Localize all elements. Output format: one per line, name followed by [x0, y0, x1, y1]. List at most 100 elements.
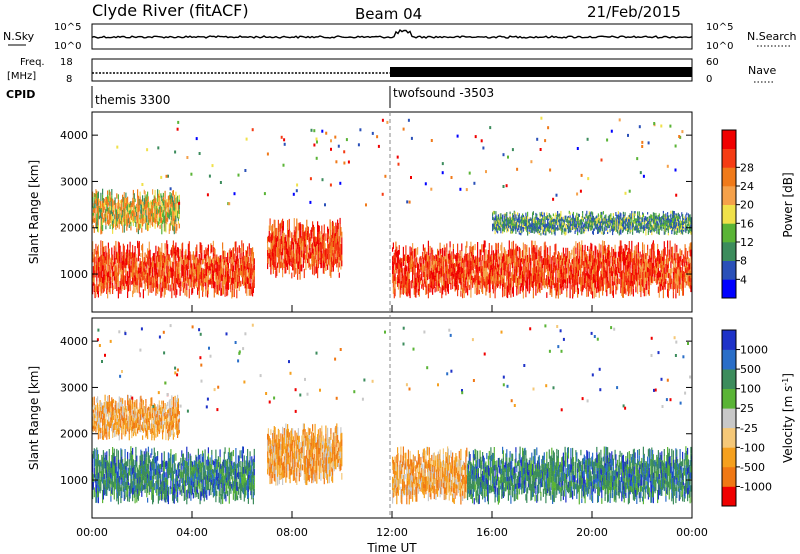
echo-cell [582, 270, 584, 276]
echo-cell [529, 226, 531, 229]
echo-cell [565, 215, 567, 219]
echo-cell [506, 220, 508, 225]
echo-cell [166, 214, 168, 218]
echo-cell [408, 284, 410, 291]
echo-cell [235, 241, 237, 248]
echo-cell [321, 225, 323, 234]
echo-cell [175, 256, 177, 264]
echo-cell [452, 262, 454, 267]
echo-cell [435, 272, 437, 278]
echo-cell [420, 263, 422, 267]
echo-cell [409, 289, 411, 299]
echo-cell [272, 240, 274, 249]
echo-cell [535, 252, 537, 260]
echo-cell [494, 259, 496, 266]
echo-cell [537, 269, 539, 277]
echo-cell [592, 269, 594, 277]
echo-cell [537, 282, 539, 290]
echo-cell [204, 266, 206, 270]
echo-cell [534, 227, 536, 230]
echo-cell [309, 237, 311, 243]
echo-cell [300, 224, 302, 231]
echo-cell [331, 234, 333, 243]
echo-cell [607, 280, 609, 288]
echo-cell [491, 260, 493, 265]
echo-cell [438, 279, 440, 284]
echo-cell [178, 282, 180, 288]
echo-cell [165, 200, 167, 205]
echo-cell [128, 224, 130, 228]
echo-cell [452, 280, 454, 285]
echo-cell [234, 241, 236, 252]
echo-cell [654, 266, 656, 271]
echo-cell [280, 222, 282, 230]
echo-cell [592, 231, 594, 235]
echo-cell [115, 240, 117, 248]
echo-cell [497, 220, 499, 224]
echo-cell [173, 218, 175, 227]
echo-cell [203, 269, 205, 274]
echo-cell [177, 217, 179, 221]
echo-cell [675, 278, 677, 284]
echo-cell [572, 278, 574, 284]
echo-cell [579, 227, 581, 230]
echo-cell [93, 218, 95, 223]
echo-cell [406, 276, 408, 282]
echo-cell [534, 225, 536, 228]
echo-cell [422, 244, 424, 251]
echo-cell [529, 222, 531, 225]
echo-cell [442, 260, 444, 265]
echo-cell [494, 252, 496, 260]
echo-cell [586, 224, 588, 229]
echo-cell [524, 221, 526, 226]
echo-cell [575, 227, 577, 230]
echo-cell [107, 271, 109, 278]
echo-cell [607, 253, 609, 259]
echo-cell [230, 267, 232, 276]
echo-cell [314, 257, 316, 263]
echo-cell [500, 218, 502, 222]
echo-cell [277, 241, 279, 247]
echo-cell [452, 258, 454, 264]
echo-cell [292, 250, 294, 258]
echo-cell [573, 265, 575, 275]
echo-cell [207, 287, 209, 295]
echo-cell [117, 204, 119, 209]
echo-cell [107, 265, 109, 272]
echo-cell [628, 286, 630, 294]
echo-cell [632, 288, 634, 297]
freq-unit: [MHz] [7, 71, 36, 82]
echo-cell [142, 207, 144, 214]
echo-cell [577, 225, 579, 228]
echo-cell [157, 214, 159, 222]
echo-cell [329, 219, 331, 231]
echo-cell [585, 216, 587, 219]
echo-cell [662, 248, 664, 257]
echo-cell [492, 259, 494, 264]
echo-cell [237, 267, 239, 275]
echo-cell [592, 220, 594, 224]
echo-cell [104, 275, 106, 282]
echo-cell [207, 280, 209, 288]
echo-cell [607, 270, 609, 277]
echo-cell [147, 273, 149, 281]
echo-cell [298, 237, 300, 245]
echo-cell [548, 229, 550, 234]
echo-cell [173, 194, 175, 203]
echo-cell [554, 283, 556, 291]
echo-cell [617, 273, 619, 279]
echo-cell [158, 247, 160, 255]
echo-cell [450, 282, 452, 290]
echo-cell [508, 279, 510, 287]
echo-cell [232, 276, 234, 284]
echo-cell [559, 272, 561, 279]
echo-cell [519, 286, 521, 294]
echo-cell [406, 281, 408, 287]
echo-cell [585, 262, 587, 268]
echo-cell [247, 256, 249, 263]
echo-cell [497, 218, 499, 221]
echo-cell [679, 248, 681, 256]
echo-cell [299, 263, 301, 272]
echo-cell [638, 281, 640, 286]
echo-cell [527, 257, 529, 263]
